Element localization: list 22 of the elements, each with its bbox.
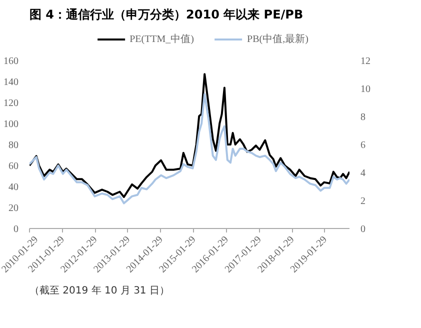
y2-tick-label: 6 <box>360 140 366 151</box>
y-tick-label: 100 <box>4 119 18 130</box>
y-tick-label: 0 <box>14 224 18 235</box>
y-tick-label: 80 <box>8 140 18 151</box>
y-tick-label: 20 <box>8 203 18 214</box>
text: （截至 2019 年 10 月 31 日） <box>30 284 170 296</box>
y2-tick-label: 2 <box>360 196 366 207</box>
y-tick-label: 140 <box>4 77 18 88</box>
line-series <box>30 73 350 198</box>
y2-tick-label: 10 <box>360 84 370 95</box>
y2-tick-label: 4 <box>360 168 366 179</box>
y-tick-label: 60 <box>8 161 18 172</box>
y-tick-label: 120 <box>4 98 18 109</box>
y2-tick-label: 12 <box>360 56 370 67</box>
y-tick-label: 160 <box>4 56 18 67</box>
legend-label: PB(中值,最新) <box>247 32 308 46</box>
legend-label: PE(TTM_中值) <box>130 32 194 46</box>
line-series <box>30 93 350 204</box>
y2-tick-label: 8 <box>360 112 366 123</box>
y2-tick-label: 0 <box>360 224 366 235</box>
chart-title: 图 4：通信行业（申万分类）2010 年以来 PE/PB <box>30 8 304 22</box>
y-tick-label: 40 <box>8 182 18 193</box>
